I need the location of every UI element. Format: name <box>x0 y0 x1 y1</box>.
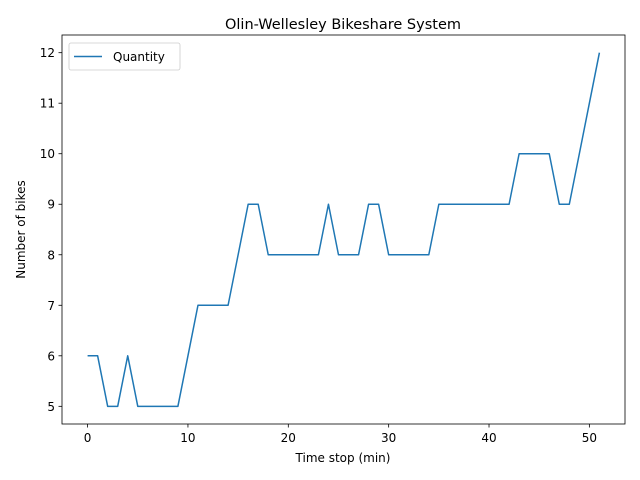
legend-label-quantity: Quantity <box>113 50 165 64</box>
y-tick-label: 5 <box>47 400 55 414</box>
legend: Quantity <box>68 42 181 71</box>
y-tick-label: 9 <box>47 198 55 212</box>
y-tick-label: 11 <box>40 97 55 111</box>
axes-frame <box>61 34 626 425</box>
x-axis-title: Time stop (min) <box>295 451 391 465</box>
chart-title: Olin-Wellesley Bikeshare System <box>225 17 461 33</box>
y-tick-label: 8 <box>47 248 55 262</box>
x-tick-label: 0 <box>84 431 92 445</box>
x-tick-label: 50 <box>582 431 597 445</box>
y-tick-label: 10 <box>40 147 55 161</box>
legend-box <box>68 42 181 71</box>
x-tick-label: 40 <box>481 431 496 445</box>
x-tick-label: 30 <box>381 431 396 445</box>
y-tick-label: 6 <box>47 349 55 363</box>
x-tick-label: 20 <box>281 431 296 445</box>
y-tick-label: 12 <box>40 46 55 60</box>
series-line-quantity <box>87 52 601 408</box>
plot-area: 0 10 20 30 40 50 5 6 7 8 9 10 11 12 <box>40 46 601 445</box>
y-axis-title: Number of bikes <box>14 180 28 279</box>
y-tick-label: 7 <box>47 299 55 313</box>
x-tick-label: 10 <box>180 431 195 445</box>
